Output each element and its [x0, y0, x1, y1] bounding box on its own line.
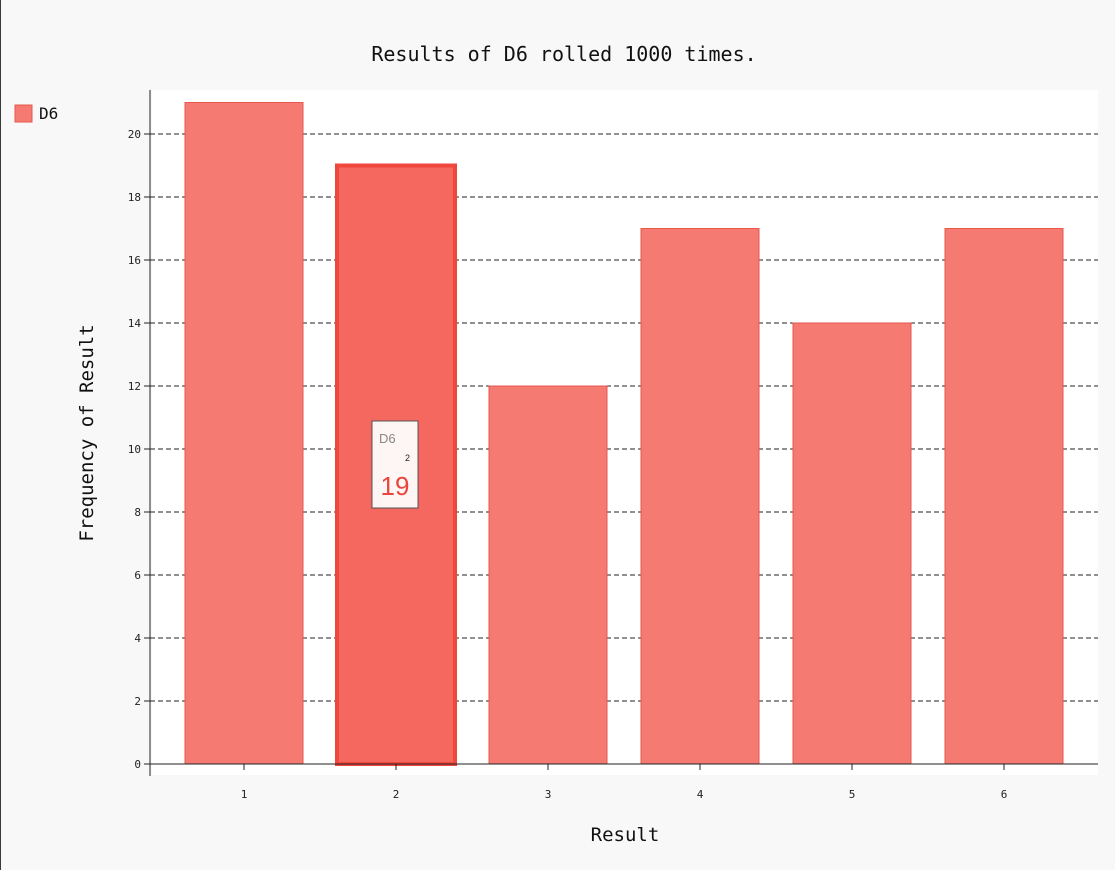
tooltip-category: 2	[405, 453, 410, 463]
y-tick-label: 0	[134, 758, 141, 771]
window-left-edge	[0, 0, 1, 870]
y-tick-label: 4	[134, 632, 141, 645]
bar-4[interactable]	[640, 228, 760, 765]
y-tick-label: 8	[134, 506, 141, 519]
y-tick-label: 20	[128, 128, 141, 141]
bar-6[interactable]	[944, 228, 1064, 765]
legend-label-d6: D6	[39, 104, 58, 123]
x-tick-labels: 1 2 3 4 5 6	[241, 764, 1008, 801]
x-tick-label: 1	[241, 788, 248, 801]
bar-3[interactable]	[488, 385, 608, 765]
grid-layer	[150, 133, 1098, 702]
tooltip-value: 19	[381, 471, 410, 501]
x-axis-label: Result	[591, 824, 660, 846]
y-tick-label: 10	[128, 443, 141, 456]
axis-layer	[149, 90, 1098, 776]
plot-background	[152, 90, 1098, 775]
x-tick-label: 5	[849, 788, 856, 801]
x-tick-label: 2	[393, 788, 400, 801]
y-tick-labels: 0 2 4 6 8 10 12 14 16 18 20	[128, 128, 150, 771]
x-tick-label: 3	[545, 788, 552, 801]
y-tick-label: 18	[128, 191, 141, 204]
y-axis-label: Frequency of Result	[76, 324, 98, 541]
y-tick-label: 6	[134, 569, 141, 582]
legend-swatch-d6	[14, 104, 33, 123]
bar-1[interactable]	[184, 102, 304, 765]
bar-5[interactable]	[792, 322, 912, 765]
chart-title: Results of D6 rolled 1000 times.	[371, 42, 756, 66]
x-tick-label: 4	[697, 788, 704, 801]
legend[interactable]: D6	[14, 104, 58, 123]
y-tick-label: 16	[128, 254, 141, 267]
tooltip: D6 2 19	[371, 420, 419, 509]
y-tick-label: 12	[128, 380, 141, 393]
y-tick-label: 2	[134, 695, 141, 708]
tooltip-box	[371, 420, 419, 509]
tooltip-series-name: D6	[379, 431, 396, 446]
x-tick-label: 6	[1001, 788, 1008, 801]
y-tick-label: 14	[128, 317, 142, 330]
